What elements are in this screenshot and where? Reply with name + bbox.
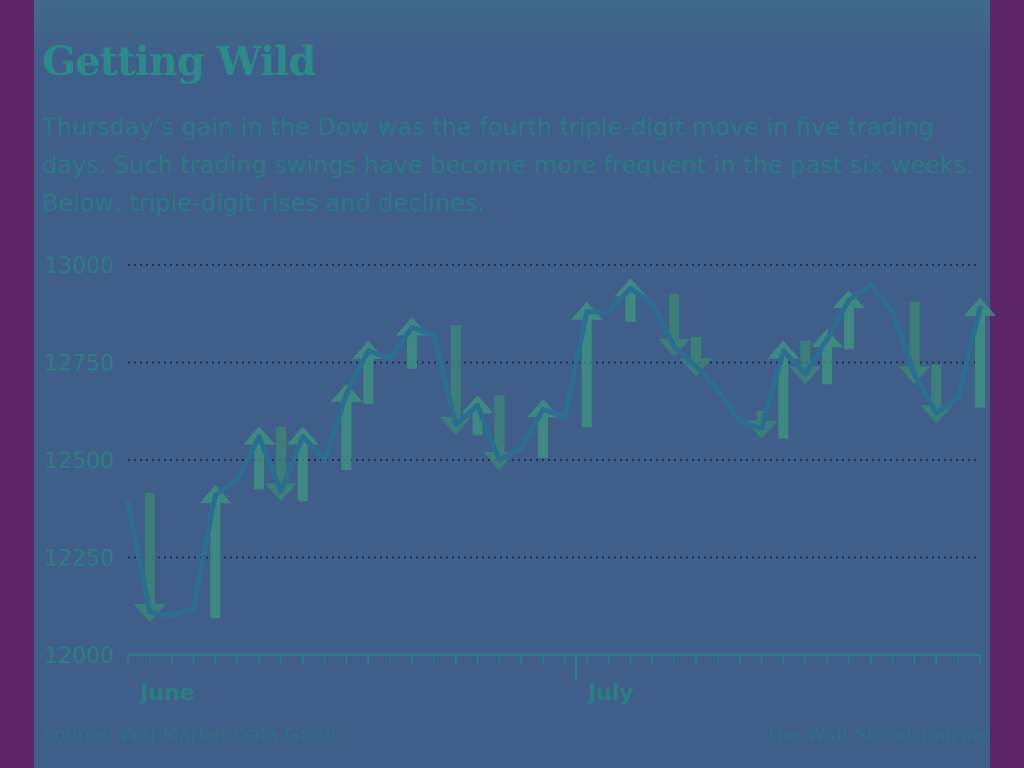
rise-arrow [964,297,996,408]
rise-arrow [614,278,647,322]
rise-arrow [243,426,276,490]
x-axis: June July [127,654,981,706]
move-arrows [133,278,996,623]
rise-arrow [199,485,232,619]
y-tick-label: 12500 [44,449,114,474]
chart-subtitle: Thursday’s gain in the Dow was the fourt… [42,113,974,217]
y-tick-label: 12250 [44,547,114,572]
y-axis: 13000 12750 12500 12250 12000 [44,254,114,669]
rise-arrow [832,290,865,350]
series [125,282,983,619]
dow-line [125,282,983,619]
rise-arrow [767,340,800,439]
publisher-credit: The Wall Street Journal [764,724,990,746]
decline-arrow [898,301,931,385]
x-month-label-july: July [586,681,634,706]
gridlines [128,264,980,559]
y-tick-label: 12750 [44,352,114,377]
decline-arrow [133,492,166,623]
decline-arrow [439,325,472,435]
rise-arrow [811,329,844,385]
rise-arrow [461,395,494,435]
x-month-label-june: June [138,681,194,706]
y-tick-label: 13000 [44,254,114,279]
rise-arrow [286,426,319,502]
rise-arrow [570,301,603,428]
decline-arrow [483,395,516,470]
rise-arrow [352,340,385,404]
rise-arrow [330,383,363,470]
decline-arrow [789,340,822,385]
chart-title: Getting Wild [42,38,316,85]
decline-arrow [264,426,297,502]
y-tick-label: 12000 [44,644,114,669]
source-note: Source: WSJ Market Data Group [42,724,343,746]
decline-arrow [680,336,712,377]
decline-arrow [658,294,691,357]
